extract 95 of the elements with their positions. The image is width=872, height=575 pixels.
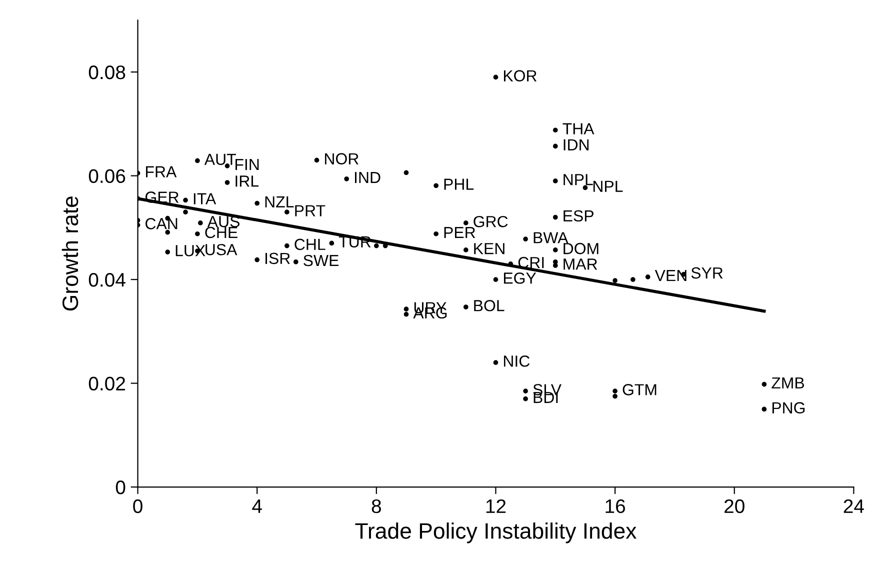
point xyxy=(293,259,298,264)
annotation: IRL xyxy=(236,176,259,187)
point xyxy=(612,394,618,399)
x-tick-label: 24 xyxy=(844,499,864,513)
annotation: GRC xyxy=(474,216,508,228)
point xyxy=(224,180,230,185)
point xyxy=(463,304,468,310)
annotation: FIN xyxy=(236,159,259,170)
point xyxy=(198,220,203,226)
point xyxy=(493,74,498,80)
annotation: PHL xyxy=(444,178,474,190)
point xyxy=(762,382,767,387)
x-tick-label: 0 xyxy=(133,499,142,514)
annotation: USA xyxy=(206,244,238,256)
annotation: IDN xyxy=(564,139,589,150)
annotation: NPL xyxy=(564,174,593,186)
y-tick-label: 0.08 xyxy=(88,65,126,80)
annotation: BOL xyxy=(474,300,504,312)
annotation: CAN xyxy=(146,218,178,230)
point xyxy=(493,360,498,365)
point xyxy=(552,128,558,133)
point xyxy=(254,200,260,206)
y-tick-label: 0.06 xyxy=(88,169,126,183)
point xyxy=(404,170,409,176)
point xyxy=(552,178,558,184)
point xyxy=(195,231,200,236)
annotation: PNG xyxy=(772,402,805,414)
point xyxy=(762,406,767,412)
point xyxy=(404,312,409,317)
annotation: NOR xyxy=(325,153,358,164)
point xyxy=(523,236,528,242)
annotation: THA xyxy=(562,123,594,134)
annotation: GTM xyxy=(622,384,656,396)
point xyxy=(344,176,349,182)
annotation: AUT xyxy=(204,154,236,165)
annotation: CHE xyxy=(205,226,238,238)
point xyxy=(552,248,558,252)
point xyxy=(645,274,650,280)
point xyxy=(523,396,528,402)
point xyxy=(183,198,188,203)
annotation: PRT xyxy=(295,205,326,216)
x-tick-label: 20 xyxy=(724,499,744,514)
point xyxy=(523,388,528,394)
annotation: NIC xyxy=(504,355,530,367)
point xyxy=(284,243,290,248)
annotation: IND xyxy=(355,172,380,183)
annotation: BWA xyxy=(534,232,568,244)
annotation: NZL xyxy=(265,196,294,208)
point xyxy=(284,210,290,214)
y-axis-title: Growth rate xyxy=(62,196,78,310)
annotation: KOR xyxy=(504,70,537,82)
annotation: EGY xyxy=(504,272,536,284)
point xyxy=(195,158,200,164)
annotation: VEN xyxy=(654,270,686,282)
y-tick-label: 0.02 xyxy=(88,376,125,391)
point xyxy=(612,278,618,283)
annotation: KEN xyxy=(474,243,504,254)
x-tick-label: 16 xyxy=(606,499,626,514)
point xyxy=(374,243,379,248)
annotation: PER xyxy=(444,227,476,238)
annotation: ZMB xyxy=(772,377,804,388)
point xyxy=(434,183,438,188)
point xyxy=(329,240,334,246)
point xyxy=(314,158,320,163)
x-tick-label: 12 xyxy=(486,499,506,513)
point xyxy=(463,220,468,226)
annotation: ISR xyxy=(266,252,290,264)
annotation: ESP xyxy=(564,210,594,222)
point xyxy=(254,257,260,262)
point xyxy=(165,250,170,254)
point xyxy=(183,210,188,214)
annotation: DOM xyxy=(564,242,598,254)
point xyxy=(612,388,618,394)
x-tick-label: 8 xyxy=(372,499,381,514)
point xyxy=(463,248,468,252)
x-tick-label: 4 xyxy=(252,500,262,513)
annotation: SWE xyxy=(304,254,339,266)
point xyxy=(552,144,558,149)
annotation: MAR xyxy=(564,258,598,270)
point xyxy=(552,214,558,220)
annotation: NPL xyxy=(593,180,623,192)
point xyxy=(434,231,438,236)
point xyxy=(165,230,170,235)
x-axis-title: Trade Policy Instability Index xyxy=(355,522,637,544)
point xyxy=(552,263,558,268)
annotation: CHL xyxy=(294,238,326,250)
annotation: ITA xyxy=(194,193,216,204)
point xyxy=(582,185,588,190)
point xyxy=(404,306,409,312)
annotation: SYR xyxy=(691,267,723,279)
annotation: FRA xyxy=(146,166,177,178)
y-tick-label: 0 xyxy=(116,480,126,494)
point xyxy=(493,277,498,282)
point xyxy=(630,277,636,282)
y-tick-label: 0.04 xyxy=(88,272,126,287)
